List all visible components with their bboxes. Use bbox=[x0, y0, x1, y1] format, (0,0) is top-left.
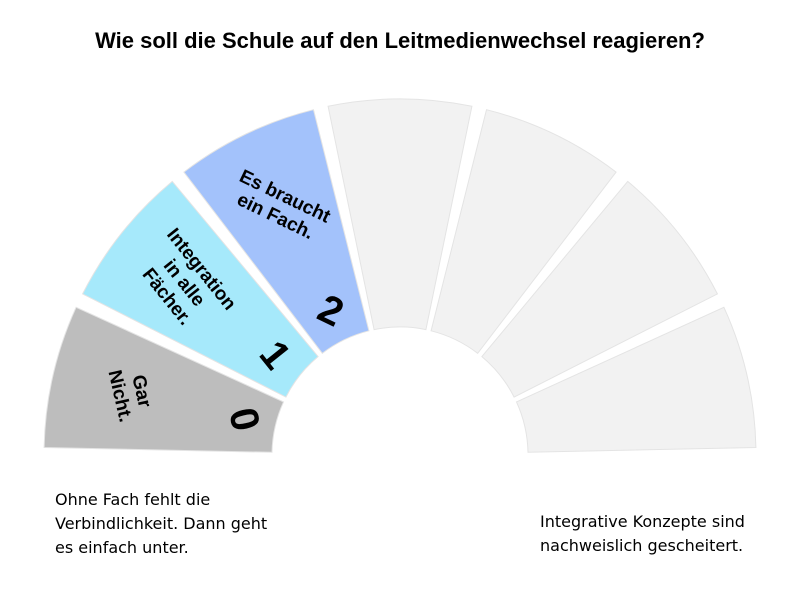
note-right: Integrative Konzepte sind nachweislich g… bbox=[540, 512, 745, 555]
segment-label: GarNicht. bbox=[104, 363, 158, 424]
segment-shape bbox=[515, 306, 757, 453]
segment-shape bbox=[327, 98, 473, 331]
scale-segment-4 bbox=[430, 109, 617, 355]
segment-shape bbox=[183, 109, 370, 355]
scale-segment-3 bbox=[327, 98, 473, 331]
scale-segment-5 bbox=[481, 180, 719, 398]
page-title: Wie soll die Schule auf den Leitmedienwe… bbox=[95, 28, 705, 53]
scale-segment-6 bbox=[515, 306, 757, 453]
note-left: Ohne Fach fehlt die Verbindlichkeit. Dan… bbox=[55, 490, 268, 557]
scale-segment-2: 2Es brauchtein Fach. bbox=[183, 109, 370, 355]
segment-shape bbox=[430, 109, 617, 355]
segment-shape bbox=[81, 180, 319, 398]
segment-shape bbox=[481, 180, 719, 398]
segment-shape bbox=[43, 306, 285, 453]
